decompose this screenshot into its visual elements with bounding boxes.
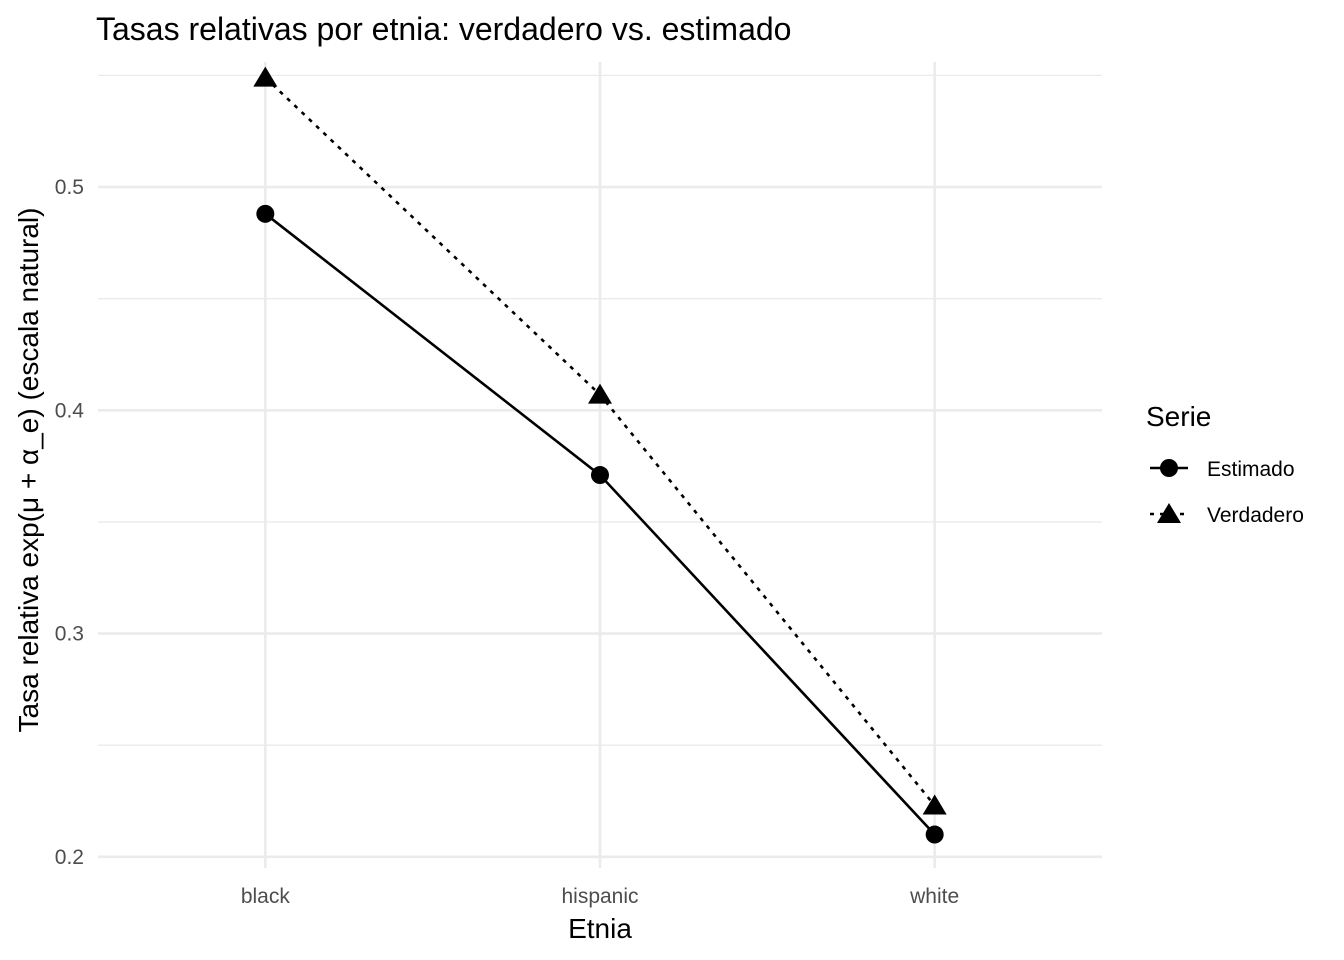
x-axis-title: Etnia — [568, 913, 632, 944]
y-tick-label: 0.5 — [55, 176, 84, 199]
y-axis-ticks: 0.2 0.3 0.4 0.5 — [55, 176, 85, 869]
y-tick-label: 0.3 — [55, 623, 84, 646]
data-point-estimado — [256, 204, 275, 223]
x-tick-label: black — [241, 885, 291, 908]
data-point-verdadero — [922, 794, 947, 815]
legend-label: Estimado — [1207, 458, 1295, 481]
x-tick-label: white — [909, 885, 959, 908]
chart-title: Tasas relativas por etnia: verdadero vs.… — [96, 11, 791, 47]
legend: Serie Estimado Verdadero — [1146, 401, 1304, 527]
legend-title: Serie — [1146, 401, 1211, 432]
plot-series — [253, 66, 947, 844]
y-tick-label: 0.2 — [55, 846, 84, 869]
legend-label: Verdadero — [1207, 504, 1304, 527]
y-tick-label: 0.4 — [55, 399, 85, 422]
y-axis-title: Tasa relativa exp(μ + α_e) (escala natur… — [13, 208, 44, 733]
legend-key-marker — [1157, 503, 1181, 523]
data-point-verdadero — [588, 383, 612, 404]
data-point-estimado — [925, 825, 944, 844]
data-point-estimado — [591, 466, 609, 485]
grid — [98, 62, 1102, 868]
x-axis-ticks: black hispanic white — [241, 885, 959, 908]
data-point-verdadero — [253, 66, 278, 87]
x-tick-label: hispanic — [561, 885, 638, 908]
legend-key-marker — [1160, 459, 1178, 477]
